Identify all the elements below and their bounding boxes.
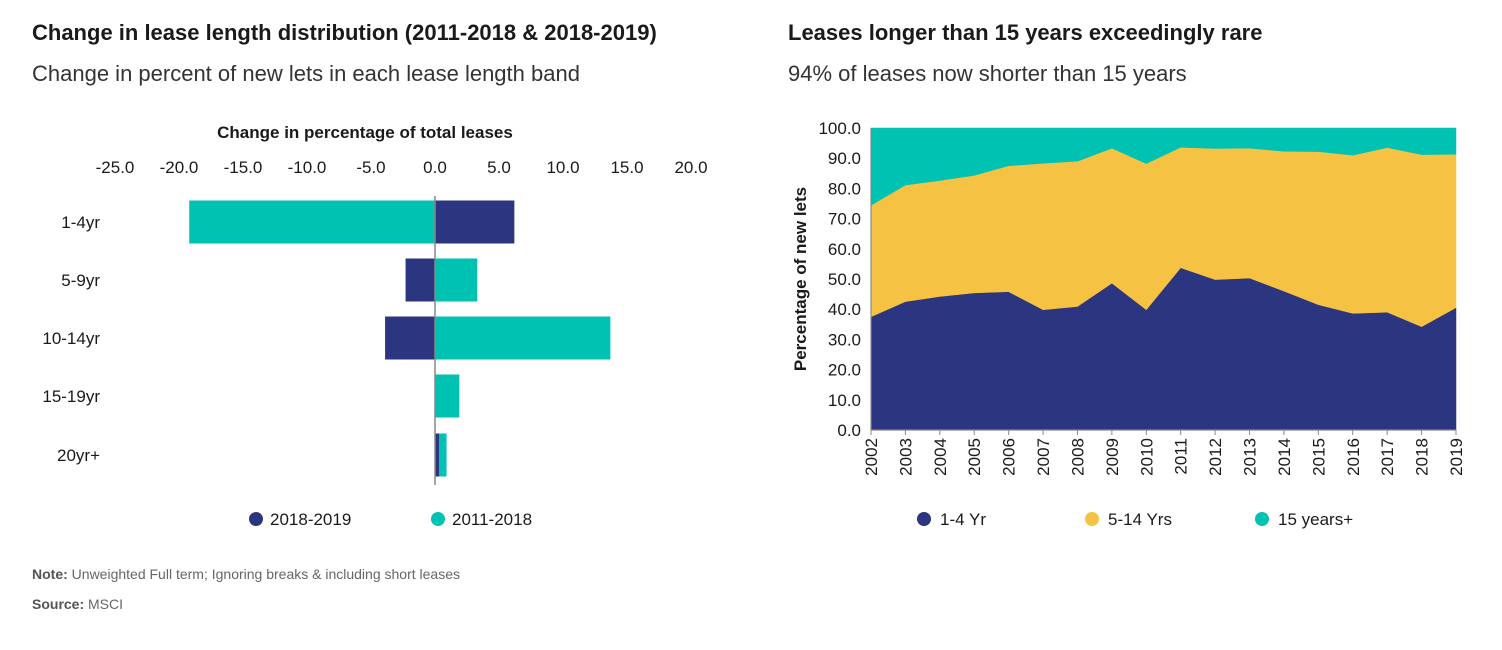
legend-marker-2011-2018 [431,512,445,526]
right-x-tick-label: 2007 [1034,438,1053,476]
right-chart-title: Leases longer than 15 years exceedingly … [788,20,1263,45]
bar-2018-2019-10-14yr [385,316,435,360]
right-x-tick-label: 2002 [862,438,881,476]
left-chart-subtitle: Change in percent of new lets in each le… [32,61,580,86]
right-y-tick-label: 0.0 [837,421,861,440]
left-x-tick-label: 0.0 [423,158,447,177]
bar-2011-2018-20yr+ [435,433,447,477]
left-x-tick-label: 20.0 [674,158,707,177]
legend-label-5-14 Yrs: 5-14 Yrs [1108,510,1172,529]
right-y-tick-label: 20.0 [828,361,861,380]
bar-2011-2018-1-4yr [189,200,435,244]
legend-marker-1-4 Yr [917,512,931,526]
right-x-tick-label: 2014 [1275,438,1294,476]
bar-2011-2018-10-14yr [435,316,611,360]
bar-2018-2019-1-4yr [435,200,515,244]
left-category-label: 1-4yr [61,213,100,232]
bar-2018-2019-20yr+ [435,433,439,477]
right-x-tick-label: 2012 [1206,438,1225,476]
right-y-tick-label: 70.0 [828,210,861,229]
right-x-tick-label: 2017 [1378,438,1397,476]
right-x-tick-label: 2009 [1103,438,1122,476]
left-x-tick-label: 5.0 [487,158,511,177]
legend-label-15 years+: 15 years+ [1278,510,1353,529]
right-chart-subtitle: 94% of leases now shorter than 15 years [788,61,1187,86]
right-y-axis-title: Percentage of new lets [791,187,810,371]
left-x-tick-label: -20.0 [160,158,199,177]
right-y-tick-label: 90.0 [828,149,861,168]
right-y-tick-label: 10.0 [828,391,861,410]
legend-label-2018-2019: 2018-2019 [270,510,351,529]
left-x-tick-label: -25.0 [96,158,135,177]
right-y-tick-label: 30.0 [828,330,861,349]
footnote: Note: Unweighted Full term; Ignoring bre… [32,566,460,582]
bar-2011-2018-15-19yr [435,374,460,418]
right-x-tick-label: 2008 [1068,438,1087,476]
legend-marker-2018-2019 [249,512,263,526]
right-x-tick-label: 2006 [1000,438,1019,476]
left-category-label: 5-9yr [61,271,100,290]
left-x-tick-label: -5.0 [356,158,385,177]
left-chart-title: Change in lease length distribution (201… [32,20,657,45]
right-x-tick-label: 2013 [1241,438,1260,476]
right-y-tick-label: 80.0 [828,179,861,198]
right-y-tick-label: 40.0 [828,300,861,319]
right-x-tick-label: 2011 [1172,438,1191,475]
right-x-tick-label: 2004 [931,438,950,476]
area-15 years+ [870,127,1457,206]
right-x-tick-label: 2018 [1413,438,1432,476]
legend-label-1-4 Yr: 1-4 Yr [940,510,986,529]
left-x-tick-label: -10.0 [288,158,327,177]
right-y-tick-label: 60.0 [828,240,861,259]
bar-2011-2018-5-9yr [435,258,478,302]
left-x-tick-label: -15.0 [224,158,263,177]
left-x-tick-label: 15.0 [610,158,643,177]
legend-marker-5-14 Yrs [1085,512,1099,526]
right-x-tick-label: 2015 [1309,438,1328,476]
right-x-tick-label: 2019 [1447,438,1466,476]
right-y-tick-label: 100.0 [818,119,861,138]
right-x-tick-label: 2010 [1137,438,1156,476]
left-category-label: 20yr+ [57,446,100,465]
left-category-label: 10-14yr [42,329,100,348]
source-note: Source: MSCI [32,596,124,612]
left-axis-title: Change in percentage of total leases [217,123,513,142]
right-x-tick-label: 2016 [1344,438,1363,476]
left-x-tick-label: 10.0 [546,158,579,177]
bar-2018-2019-5-9yr [405,258,435,302]
right-y-tick-label: 50.0 [828,270,861,289]
right-x-tick-label: 2003 [896,438,915,476]
left-category-label: 15-19yr [42,387,100,406]
legend-label-2011-2018: 2011-2018 [452,510,532,529]
right-x-tick-label: 2005 [965,438,984,476]
legend-marker-15 years+ [1255,512,1269,526]
